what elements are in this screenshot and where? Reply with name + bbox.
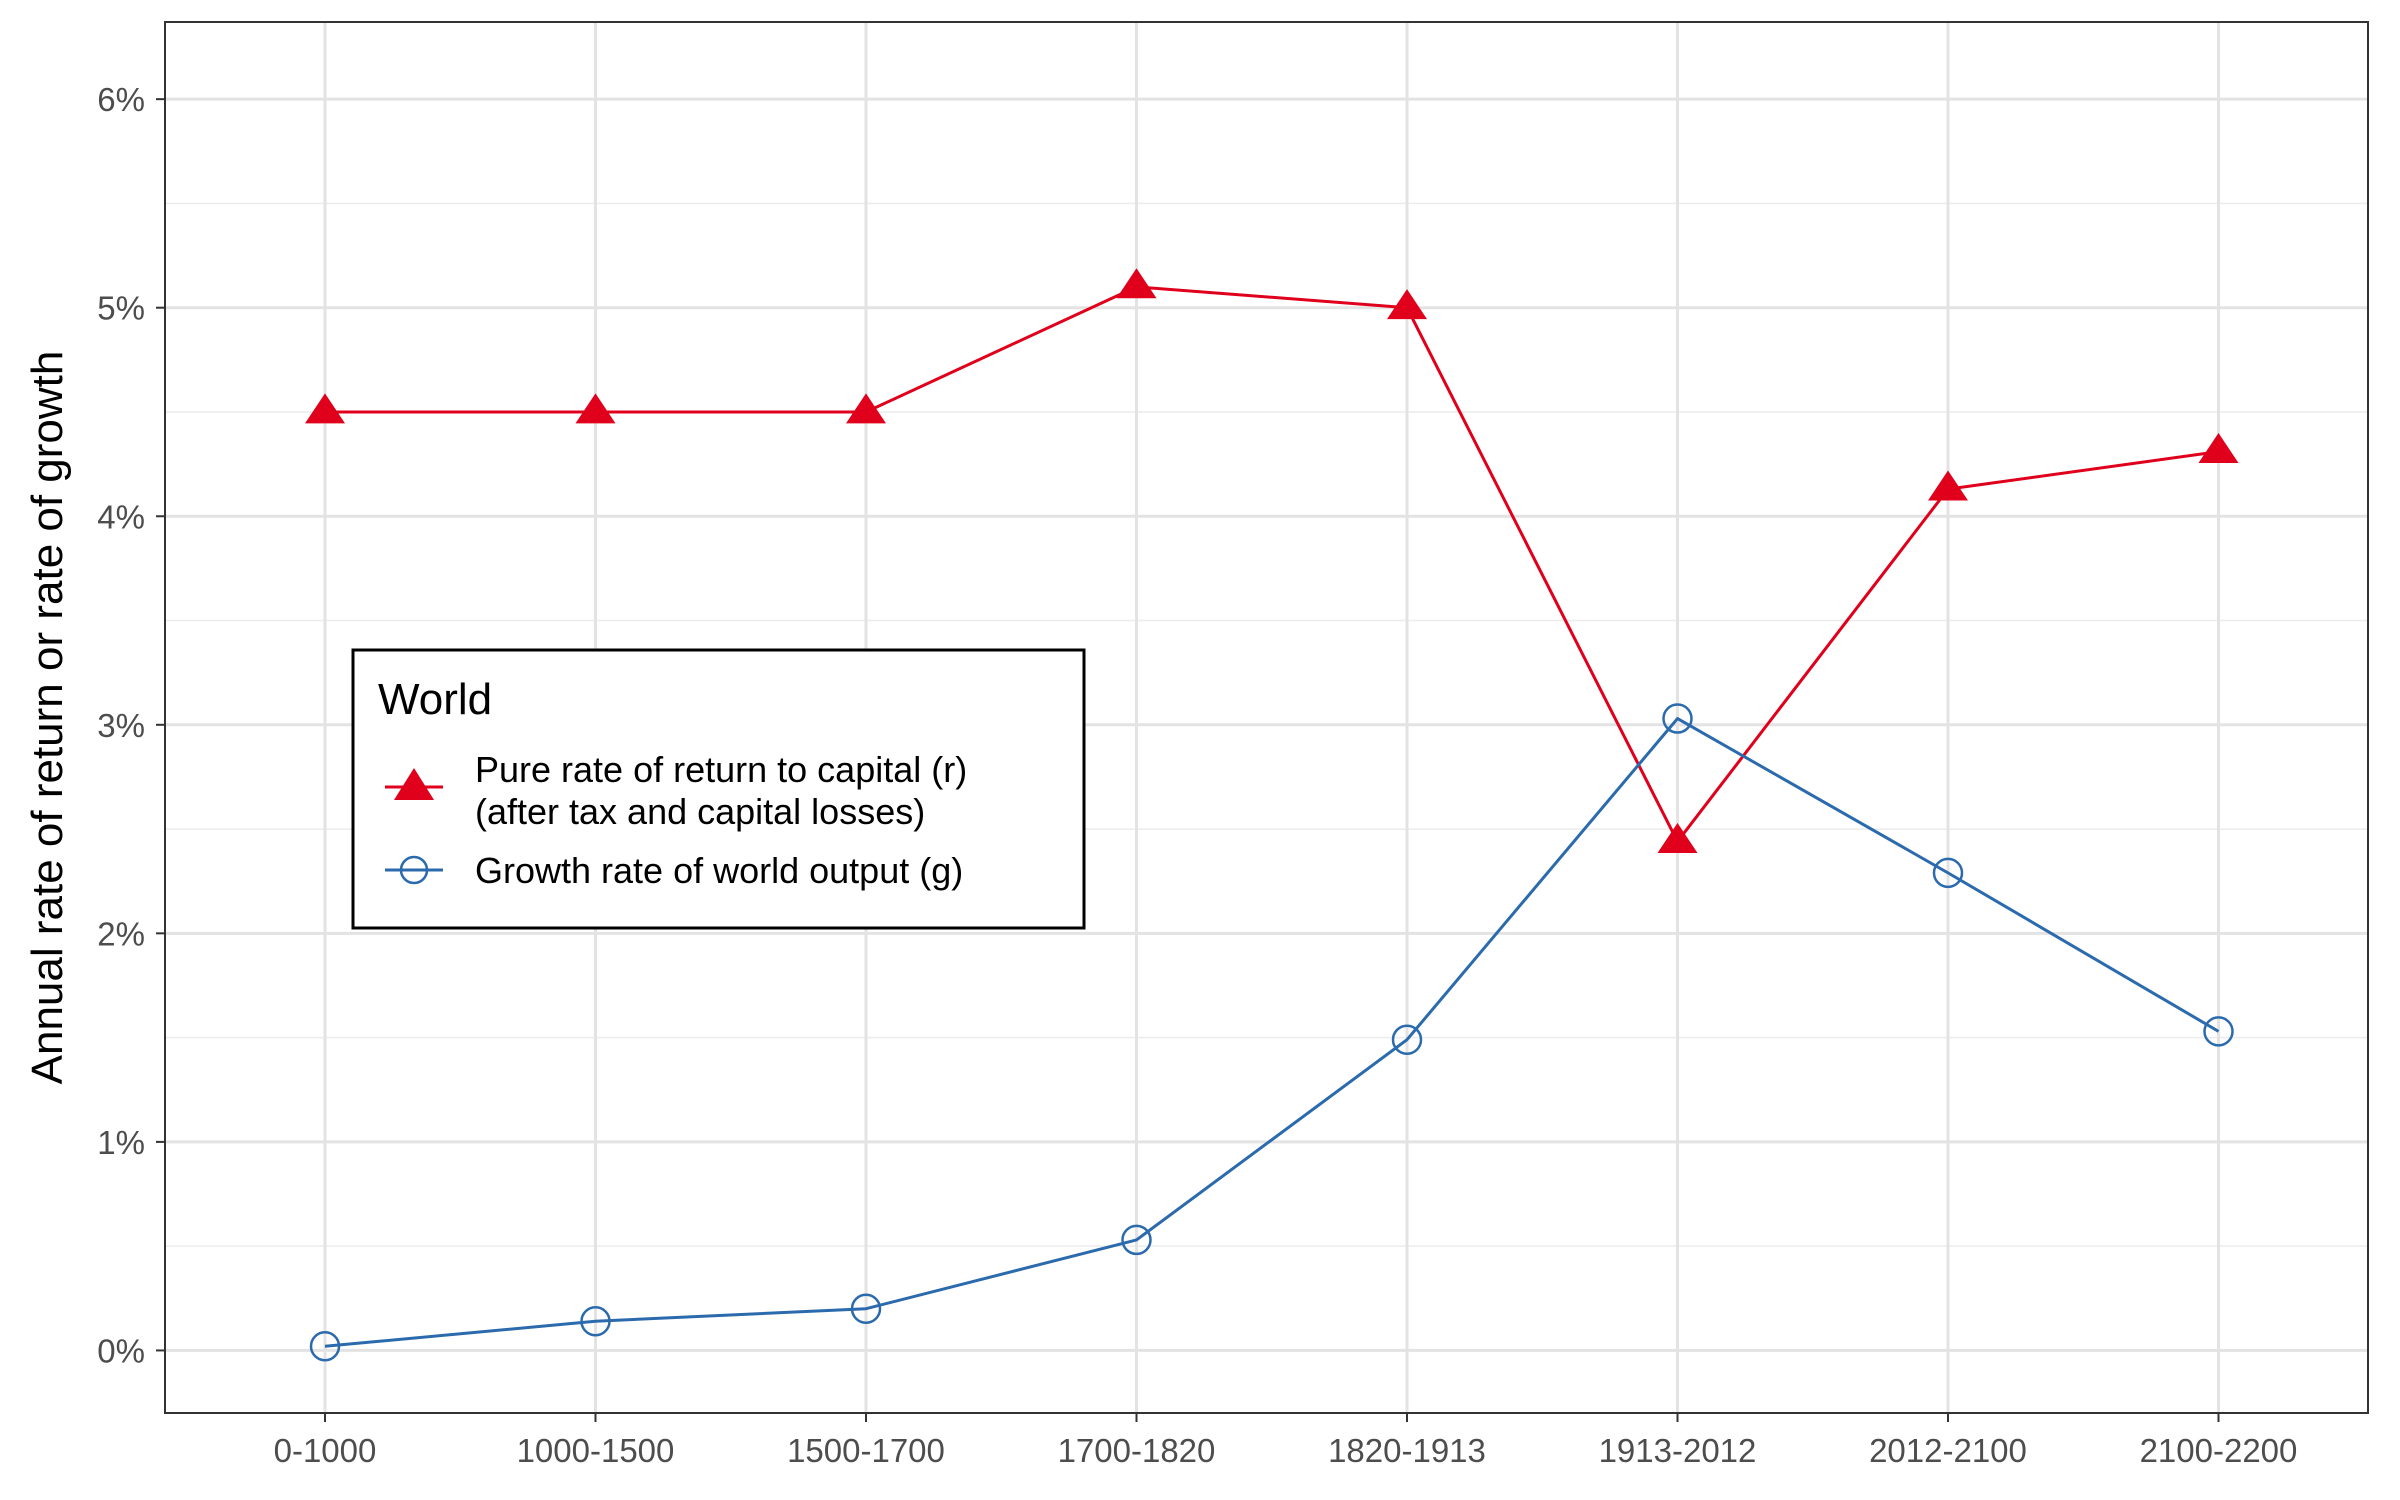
y-axis-title: Annual rate of return or rate of growth bbox=[23, 351, 72, 1085]
legend-box bbox=[351, 648, 1086, 930]
data-point-g bbox=[2203, 1016, 2234, 1047]
data-point-r bbox=[1116, 268, 1157, 299]
data-point-r bbox=[1387, 289, 1427, 320]
plot-panel-border bbox=[164, 21, 2369, 1414]
data-point-g bbox=[309, 1331, 341, 1362]
series-line-g bbox=[324, 717, 2220, 1348]
data-point-r bbox=[846, 393, 886, 424]
y-tick-label: 0% bbox=[97, 1332, 145, 1369]
x-tick-label: 1700-1820 bbox=[1058, 1432, 1216, 1469]
legend-key-r bbox=[385, 768, 443, 800]
y-axis: 0% 1% 2% 3% 4% 5% 6% bbox=[97, 81, 165, 1369]
legend-key-g bbox=[385, 855, 443, 885]
data-point-g bbox=[850, 1293, 882, 1324]
data-point-r bbox=[305, 393, 345, 424]
series-layer bbox=[305, 268, 2239, 1362]
data-point-g bbox=[1391, 1024, 1423, 1055]
y-tick-label: 4% bbox=[97, 498, 145, 535]
x-tick-label: 0-1000 bbox=[274, 1432, 377, 1469]
data-point-r bbox=[1928, 470, 1968, 501]
y-tick-label: 6% bbox=[97, 81, 145, 118]
data-point-g bbox=[580, 1305, 611, 1337]
data-point-r bbox=[1657, 822, 1698, 853]
x-tick-label: 1913-2012 bbox=[1599, 1432, 1757, 1469]
x-tick-label: 1820-1913 bbox=[1328, 1432, 1486, 1469]
data-point-g bbox=[1932, 857, 1964, 889]
x-tick-label: 1000-1500 bbox=[517, 1432, 675, 1469]
x-tick-label: 2100-2200 bbox=[2140, 1432, 2298, 1469]
legend: World Pure rate of return to capital (r)… bbox=[351, 648, 1086, 930]
data-point-g bbox=[1121, 1224, 1152, 1256]
data-point-r bbox=[575, 393, 616, 424]
legend-label-g: Growth rate of world output (g) bbox=[475, 850, 963, 891]
y-tick-label: 1% bbox=[97, 1124, 145, 1161]
legend-title: World bbox=[378, 675, 492, 724]
x-tick-label: 1500-1700 bbox=[787, 1432, 945, 1469]
x-axis: 0-1000 1000-1500 1500-1700 1700-1820 1820-19… bbox=[274, 1413, 2298, 1469]
x-tick-label: 2012-2100 bbox=[1869, 1432, 2027, 1469]
y-tick-label: 3% bbox=[97, 707, 145, 744]
series-line-r bbox=[325, 285, 2219, 844]
legend-label-r-line1: Pure rate of return to capital (r) bbox=[475, 749, 967, 790]
y-tick-label: 2% bbox=[97, 915, 145, 952]
data-point-g bbox=[1662, 703, 1693, 734]
legend-label-r-line2: (after tax and capital losses) bbox=[475, 791, 925, 832]
data-point-r bbox=[2198, 433, 2239, 464]
y-tick-label: 5% bbox=[97, 290, 145, 327]
